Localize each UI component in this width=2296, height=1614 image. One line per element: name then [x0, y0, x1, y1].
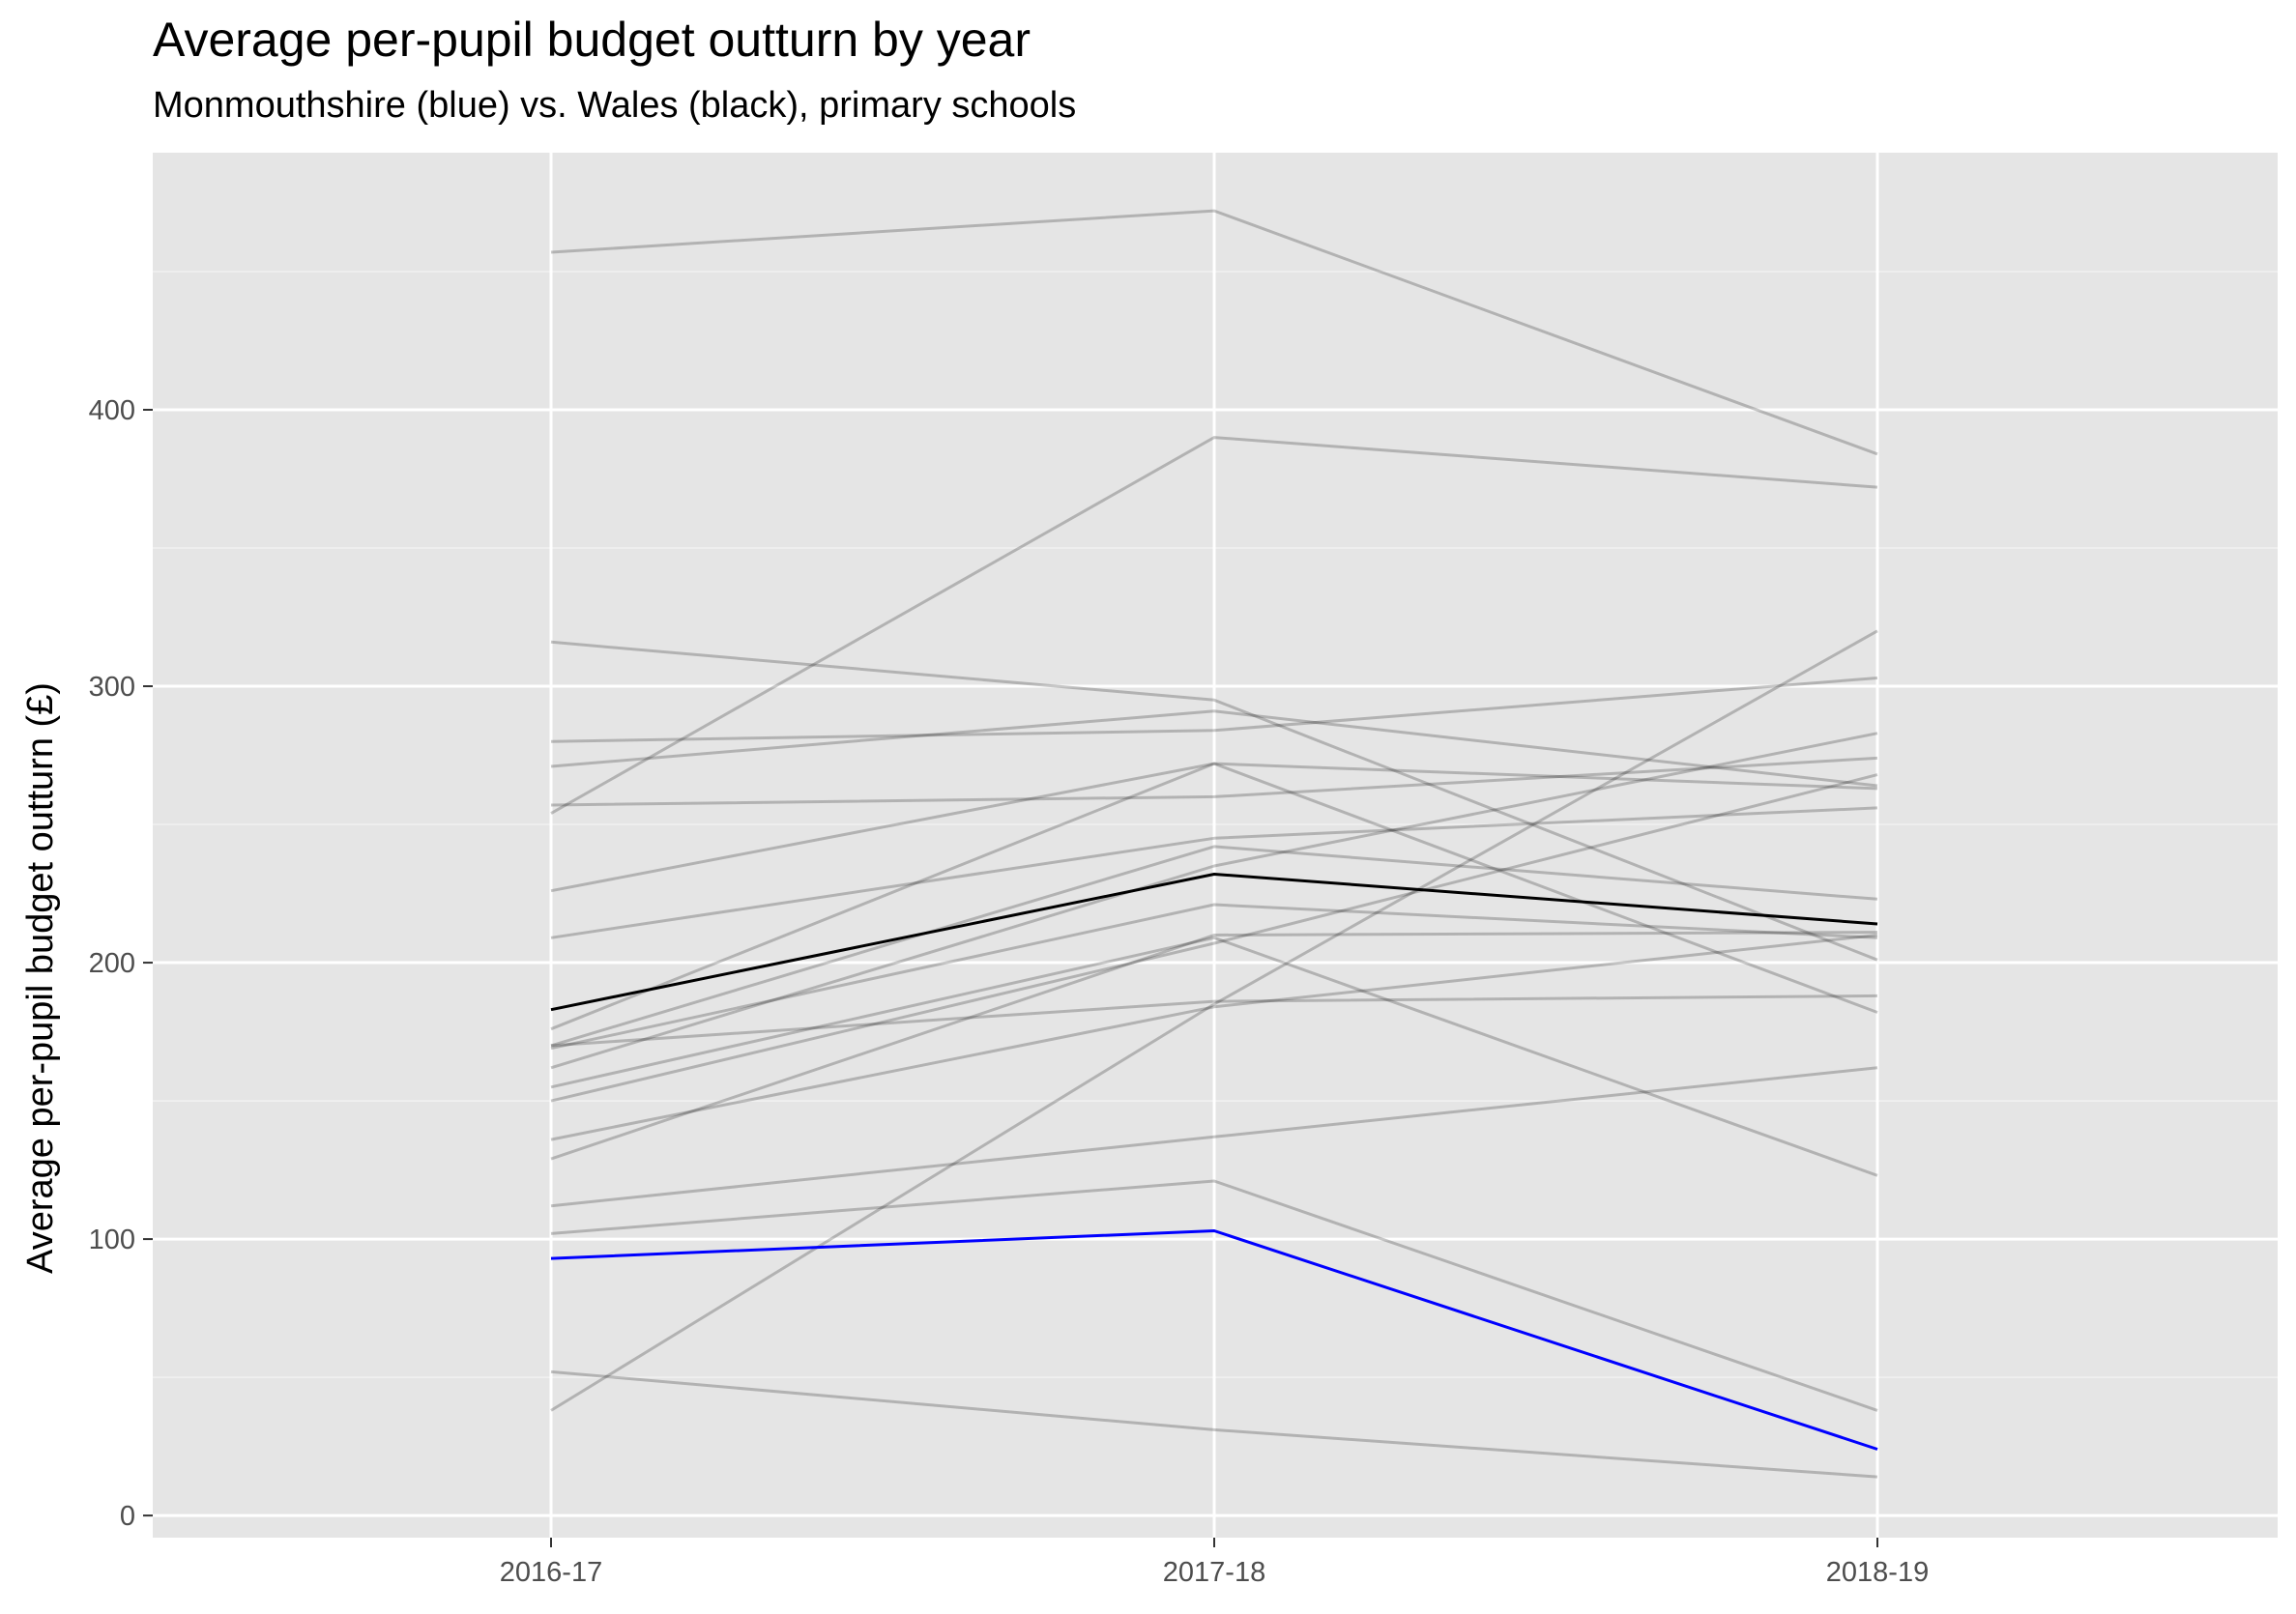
series-line: [550, 931, 1878, 1161]
x-tick-label: 2017-18: [1163, 1557, 1265, 1588]
series-line: [550, 934, 1878, 1141]
series-line: [550, 1066, 1878, 1208]
y-tick-label: 0: [120, 1501, 135, 1532]
y-tick-label: 200: [89, 948, 135, 979]
series-line: [550, 773, 1878, 1103]
series-lines: [550, 209, 1878, 1479]
chart-title: Average per-pupil budget outturn by year: [153, 13, 1032, 67]
series-line: [550, 1179, 1878, 1412]
y-tick-label: 100: [89, 1225, 135, 1255]
series-line: [550, 640, 1878, 962]
y-tick-label: 300: [89, 672, 135, 703]
series-line: [550, 806, 1878, 939]
y-axis-title: Average per-pupil budget outturn (£): [20, 682, 61, 1274]
chart-subtitle: Monmouthshire (blue) vs. Wales (black), …: [153, 85, 1077, 126]
series-line: [550, 903, 1878, 1051]
series-line: [550, 1369, 1878, 1479]
series-line: [550, 209, 1878, 456]
y-axis: 0 100 200 300 400: [89, 395, 153, 1532]
x-axis: 2016-17 2017-18 2018-19: [500, 1538, 1929, 1588]
series-line: [550, 436, 1878, 815]
series-line: [550, 677, 1878, 743]
series-line: [550, 756, 1878, 807]
series-line: [550, 762, 1878, 893]
x-tick-label: 2016-17: [500, 1557, 602, 1588]
y-tick-label: 400: [89, 395, 135, 426]
series-line-monmouthshire: [550, 1229, 1878, 1451]
series-line: [550, 709, 1878, 788]
series-line: [550, 845, 1878, 1048]
series-line: [550, 994, 1878, 1048]
series-line: [550, 762, 1878, 1031]
x-tick-label: 2018-19: [1826, 1557, 1929, 1588]
series-line: [550, 732, 1878, 1070]
series-line-wales: [550, 873, 1878, 1012]
major-gridlines: [153, 153, 2278, 1538]
series-line: [550, 629, 1878, 1412]
series-line: [550, 936, 1878, 1177]
